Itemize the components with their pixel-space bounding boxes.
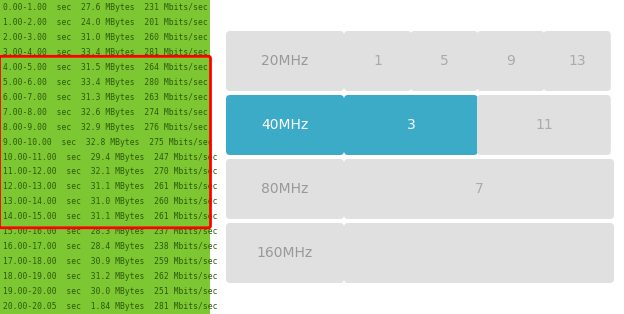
Text: 40MHz: 40MHz [261, 118, 309, 132]
Text: 8.00-9.00  sec  32.9 MBytes  276 Mbits/sec: 8.00-9.00 sec 32.9 MBytes 276 Mbits/sec [3, 122, 208, 132]
FancyBboxPatch shape [226, 159, 344, 219]
Text: 5.00-6.00  sec  33.4 MBytes  280 Mbits/sec: 5.00-6.00 sec 33.4 MBytes 280 Mbits/sec [3, 78, 208, 87]
Text: 10.00-11.00  sec  29.4 MBytes  247 Mbits/sec: 10.00-11.00 sec 29.4 MBytes 247 Mbits/se… [3, 153, 218, 161]
FancyBboxPatch shape [226, 223, 344, 283]
Text: 160MHz: 160MHz [257, 246, 313, 260]
Text: 13: 13 [568, 54, 586, 68]
FancyBboxPatch shape [226, 31, 344, 91]
FancyBboxPatch shape [477, 31, 544, 91]
Text: 9.00-10.00  sec  32.8 MBytes  275 Mbits/sec: 9.00-10.00 sec 32.8 MBytes 275 Mbits/sec [3, 138, 213, 147]
Text: 18.00-19.00  sec  31.2 MBytes  262 Mbits/sec: 18.00-19.00 sec 31.2 MBytes 262 Mbits/se… [3, 272, 218, 281]
Text: 7.00-8.00  sec  32.6 MBytes  274 Mbits/sec: 7.00-8.00 sec 32.6 MBytes 274 Mbits/sec [3, 108, 208, 116]
Text: 6.00-7.00  sec  31.3 MBytes  263 Mbits/sec: 6.00-7.00 sec 31.3 MBytes 263 Mbits/sec [3, 93, 208, 102]
Bar [0, 0, 210, 314]
Text: 20.00-20.05  sec  1.84 MBytes  281 Mbits/sec: 20.00-20.05 sec 1.84 MBytes 281 Mbits/se… [3, 302, 218, 311]
Text: 2.00-3.00  sec  31.0 MBytes  260 Mbits/sec: 2.00-3.00 sec 31.0 MBytes 260 Mbits/sec [3, 33, 208, 42]
Text: 9: 9 [506, 54, 515, 68]
FancyBboxPatch shape [544, 31, 611, 91]
Text: 15.00-16.00  sec  28.3 MBytes  237 Mbits/sec: 15.00-16.00 sec 28.3 MBytes 237 Mbits/se… [3, 227, 218, 236]
Text: 1: 1 [373, 54, 382, 68]
Text: 3.00-4.00  sec  33.4 MBytes  281 Mbits/sec: 3.00-4.00 sec 33.4 MBytes 281 Mbits/sec [3, 48, 208, 57]
FancyBboxPatch shape [344, 223, 614, 283]
Text: 13.00-14.00  sec  31.0 MBytes  260 Mbits/sec: 13.00-14.00 sec 31.0 MBytes 260 Mbits/se… [3, 198, 218, 206]
Text: 1.00-2.00  sec  24.0 MBytes  201 Mbits/sec: 1.00-2.00 sec 24.0 MBytes 201 Mbits/sec [3, 18, 208, 27]
Text: 11.00-12.00  sec  32.1 MBytes  270 Mbits/sec: 11.00-12.00 sec 32.1 MBytes 270 Mbits/se… [3, 167, 218, 176]
Text: 0.00-1.00  sec  27.6 MBytes  231 Mbits/sec: 0.00-1.00 sec 27.6 MBytes 231 Mbits/sec [3, 3, 208, 12]
Text: 14.00-15.00  sec  31.1 MBytes  261 Mbits/sec: 14.00-15.00 sec 31.1 MBytes 261 Mbits/se… [3, 212, 218, 221]
Text: 20MHz: 20MHz [261, 54, 309, 68]
Text: 16.00-17.00  sec  28.4 MBytes  238 Mbits/sec: 16.00-17.00 sec 28.4 MBytes 238 Mbits/se… [3, 242, 218, 251]
Text: 19.00-20.00  sec  30.0 MBytes  251 Mbits/sec: 19.00-20.00 sec 30.0 MBytes 251 Mbits/se… [3, 287, 218, 296]
Text: 7: 7 [475, 182, 484, 196]
Text: 5: 5 [440, 54, 449, 68]
Text: 11: 11 [535, 118, 553, 132]
Text: 17.00-18.00  sec  30.9 MBytes  259 Mbits/sec: 17.00-18.00 sec 30.9 MBytes 259 Mbits/se… [3, 257, 218, 266]
FancyBboxPatch shape [344, 159, 614, 219]
FancyBboxPatch shape [411, 31, 478, 91]
Text: 4.00-5.00  sec  31.5 MBytes  264 Mbits/sec: 4.00-5.00 sec 31.5 MBytes 264 Mbits/sec [3, 63, 208, 72]
Text: 80MHz: 80MHz [261, 182, 309, 196]
FancyBboxPatch shape [344, 95, 478, 155]
FancyBboxPatch shape [226, 95, 344, 155]
Text: 12.00-13.00  sec  31.1 MBytes  261 Mbits/sec: 12.00-13.00 sec 31.1 MBytes 261 Mbits/se… [3, 182, 218, 192]
FancyBboxPatch shape [477, 95, 611, 155]
FancyBboxPatch shape [344, 31, 411, 91]
Text: 3: 3 [406, 118, 416, 132]
